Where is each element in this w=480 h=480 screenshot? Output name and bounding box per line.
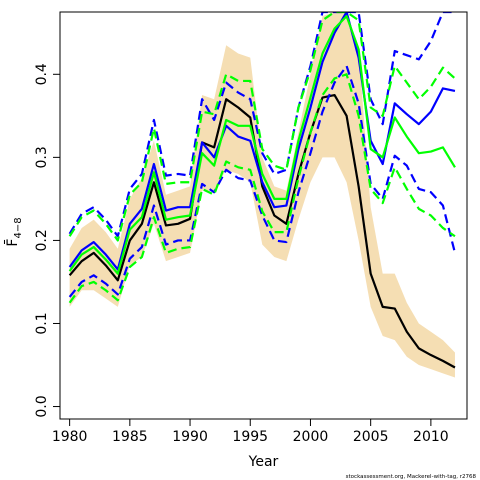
footnote: stockassessment.org, Mackerel-with-tag, … [346, 474, 477, 480]
y-tick-label: 0.0 [34, 395, 50, 417]
x-tick-label: 1990 [172, 429, 208, 445]
y-tick-label: 0.3 [34, 146, 50, 168]
y-axis: 0.0 0.1 0.2 0.3 0.4 [34, 63, 60, 418]
x-tick-label: 1985 [112, 429, 148, 445]
confidence-band [69, 12, 455, 378]
series-line-2 [68, 12, 456, 271]
series-line-4 [68, 12, 455, 238]
series-line-1 [68, 93, 456, 369]
series-line-6 [68, 12, 456, 242]
plot-frame [59, 11, 468, 420]
x-axis: 1980 1985 1990 1995 2000 2005 2010 [52, 419, 449, 445]
x-axis-title: Year [248, 454, 279, 470]
x-tick-label: 2005 [353, 429, 389, 445]
series-line-5 [68, 64, 457, 298]
y-axis-title: F̄4−8 [3, 217, 24, 246]
y-axis-title-main: F̄ [3, 239, 21, 247]
y-tick-label: 0.2 [34, 229, 50, 251]
series-line-7 [68, 73, 456, 304]
x-tick-label: 2010 [413, 429, 449, 445]
y-tick-label: 0.1 [34, 312, 50, 334]
svg-text:F̄4−8: F̄4−8 [3, 217, 24, 246]
uncertainty-band [69, 12, 455, 378]
series-lines [68, 12, 457, 369]
series-line-3 [68, 15, 456, 275]
x-tick-label: 1980 [52, 429, 88, 445]
x-tick-label: 1995 [232, 429, 268, 445]
y-tick-label: 0.4 [34, 63, 50, 85]
y-axis-title-subscript: 4−8 [13, 217, 24, 238]
x-tick-label: 2000 [293, 429, 329, 445]
